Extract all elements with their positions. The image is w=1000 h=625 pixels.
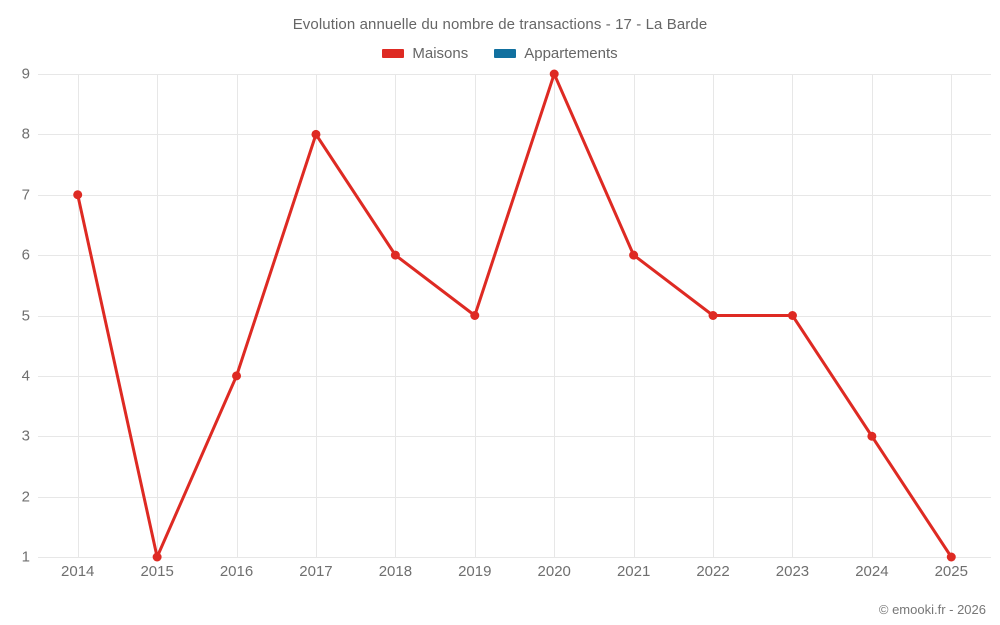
legend-item-appartements[interactable]: Appartements xyxy=(494,45,618,62)
gridline-horizontal xyxy=(38,436,991,438)
data-point-maisons[interactable] xyxy=(787,311,797,320)
legend-label-maisons: Maisons xyxy=(412,45,469,62)
data-point-maisons[interactable] xyxy=(152,552,162,562)
gridline-vertical xyxy=(554,74,556,557)
y-tick-label: 2 xyxy=(21,488,30,506)
gridline-vertical xyxy=(633,74,635,557)
gridline-horizontal xyxy=(38,496,991,498)
gridline-vertical xyxy=(236,74,238,557)
x-tick-label: 2024 xyxy=(855,563,889,580)
y-tick-label: 7 xyxy=(21,186,30,204)
y-tick-label: 3 xyxy=(21,427,30,445)
gridline-horizontal xyxy=(38,74,991,75)
x-tick-label: 2015 xyxy=(140,563,174,580)
gridline-vertical xyxy=(157,74,159,557)
chart-legend: Maisons Appartements xyxy=(0,45,1000,62)
data-point-maisons[interactable] xyxy=(549,69,559,79)
x-tick-label: 2016 xyxy=(219,563,254,580)
gridline-vertical xyxy=(315,74,317,557)
legend-item-maisons[interactable]: Maisons xyxy=(382,45,468,62)
x-axis: 2014 2015 2016 2017 2018 2019 2020 2021 2022 2023… xyxy=(38,563,991,587)
plot-area xyxy=(38,69,991,562)
y-tick-label: 6 xyxy=(21,246,30,264)
y-tick-label: 8 xyxy=(21,125,30,143)
y-axis: 1 2 3 4 5 6 7 8 9 xyxy=(0,66,30,566)
data-point-maisons[interactable] xyxy=(708,311,718,320)
data-point-maisons[interactable] xyxy=(946,552,956,562)
gridline-horizontal xyxy=(38,375,991,377)
gridline-vertical xyxy=(395,74,397,557)
legend-label-appartements: Appartements xyxy=(524,45,618,62)
data-point-maisons[interactable] xyxy=(629,250,639,260)
gridline-horizontal xyxy=(38,255,991,257)
x-tick-label: 2018 xyxy=(378,563,413,580)
y-tick-label: 4 xyxy=(21,367,30,385)
series-layer xyxy=(73,69,956,562)
x-tick-label: 2020 xyxy=(537,563,571,580)
gridline-vertical xyxy=(77,74,79,557)
data-point-maisons[interactable] xyxy=(73,190,83,200)
legend-swatch-maisons xyxy=(382,49,405,58)
legend-swatch-appartements xyxy=(494,49,517,58)
y-tick-label: 5 xyxy=(21,307,30,324)
gridline-vertical xyxy=(951,74,953,557)
x-tick-label: 2023 xyxy=(775,563,810,580)
data-point-maisons[interactable] xyxy=(470,311,480,320)
x-tick-label: 2021 xyxy=(616,563,651,580)
x-tick-label: 2019 xyxy=(458,563,492,580)
data-point-maisons[interactable] xyxy=(232,371,242,381)
gridline-horizontal xyxy=(38,134,991,136)
gridline-vertical xyxy=(871,74,873,557)
data-point-maisons[interactable] xyxy=(867,431,877,441)
series-line-maisons xyxy=(76,72,953,559)
data-point-maisons[interactable] xyxy=(390,250,400,260)
x-tick-label: 2022 xyxy=(696,563,730,580)
chart-title: Evolution annuelle du nombre de transact… xyxy=(292,16,708,33)
gridline-horizontal xyxy=(38,557,991,558)
y-tick-label: 9 xyxy=(21,65,30,83)
data-point-maisons[interactable] xyxy=(311,129,321,139)
gridline-horizontal xyxy=(38,315,991,317)
x-tick-label: 2017 xyxy=(299,563,333,580)
x-tick-label: 2014 xyxy=(61,563,95,580)
footer-credit: © emooki.fr - 2026 xyxy=(878,602,986,617)
x-tick-label: 2025 xyxy=(934,563,968,580)
y-tick-label: 1 xyxy=(21,548,30,566)
